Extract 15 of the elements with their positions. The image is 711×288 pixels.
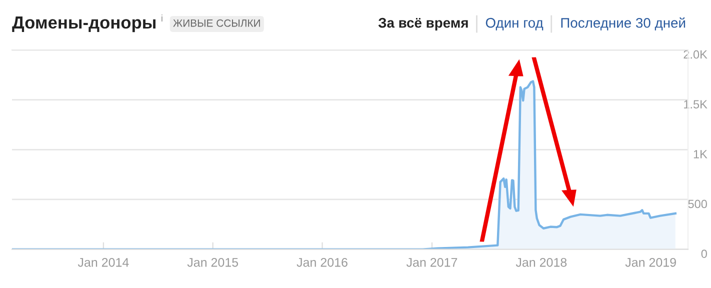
text: За всё время: [378, 18, 468, 30]
x-tick-label: Jan 2015: [187, 258, 238, 267]
x-tick-label: Jan 2016: [296, 258, 348, 267]
x-tick-label: Jan 2014: [78, 258, 129, 267]
chart-title: Домены-доноры: [12, 16, 156, 32]
y-tick-label: 0: [701, 250, 707, 258]
y-tick-label: 1.5K: [684, 100, 708, 108]
text: Последние 30 дней: [561, 17, 686, 30]
chart-subtitle: ЖИВЫЕ ССЫЛКИ: [173, 19, 260, 27]
x-tick-label: Jan 2019: [625, 258, 676, 267]
y-tick-label: 1K: [694, 150, 708, 158]
text: Один год: [486, 18, 544, 30]
y-tick-label: 500: [688, 200, 707, 208]
x-tick-label: Jan 2017: [406, 258, 458, 267]
x-tick-label: Jan 2018: [516, 258, 567, 267]
